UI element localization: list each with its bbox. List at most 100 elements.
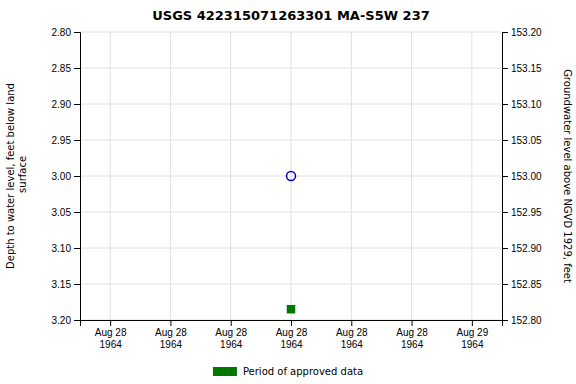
tick-mark bbox=[502, 32, 508, 33]
tick-label: Aug 281964 bbox=[155, 327, 187, 350]
grid-line-y bbox=[80, 32, 502, 33]
chart: Aug 281964 Aug 281964 Aug 281964 Aug 281964… bbox=[0, 0, 576, 384]
tick: 3.20 bbox=[52, 315, 80, 326]
tick: 153.10 bbox=[502, 99, 542, 110]
grid-line-y bbox=[80, 68, 502, 69]
legend-label: Period of approved data bbox=[243, 366, 363, 377]
tick: 152.95 bbox=[502, 207, 542, 218]
tick-mark bbox=[502, 104, 508, 105]
tick-label: 153.10 bbox=[511, 99, 542, 110]
tick-label: Aug 281964 bbox=[276, 327, 308, 350]
tick-label: Aug 281964 bbox=[95, 327, 127, 350]
legend-swatch bbox=[213, 367, 237, 376]
tick-mark bbox=[412, 320, 413, 326]
tick-mark bbox=[74, 284, 80, 285]
tick-mark bbox=[291, 320, 292, 326]
tick-mark bbox=[472, 320, 473, 326]
tick: Aug 281964 bbox=[336, 320, 368, 350]
tick-label: 3.20 bbox=[52, 315, 72, 326]
tick-mark bbox=[502, 212, 508, 213]
tick: 2.95 bbox=[52, 135, 80, 146]
tick-mark bbox=[74, 176, 80, 177]
tick-label: 3.00 bbox=[52, 171, 72, 182]
tick-mark bbox=[74, 248, 80, 249]
tick: 3.05 bbox=[52, 207, 80, 218]
tick: 3.00 bbox=[52, 171, 80, 182]
tick: Aug 281964 bbox=[155, 320, 187, 350]
tick-label: 152.85 bbox=[511, 279, 542, 290]
tick-mark bbox=[74, 212, 80, 213]
tick-mark bbox=[231, 320, 232, 326]
point bbox=[288, 306, 295, 313]
tick-mark bbox=[74, 104, 80, 105]
tick-mark bbox=[110, 320, 111, 326]
grid-line-y bbox=[80, 212, 502, 213]
tick-label: 152.95 bbox=[511, 207, 542, 218]
axis-line bbox=[81, 321, 503, 327]
tick: 152.85 bbox=[502, 279, 542, 290]
tick-label: 153.00 bbox=[511, 171, 542, 182]
plot: Aug 281964 Aug 281964 Aug 281964 Aug 281964… bbox=[52, 27, 542, 350]
tick: Aug 281964 bbox=[215, 320, 247, 350]
tick-label: 3.10 bbox=[52, 243, 72, 254]
title: USGS 422315071263301 MA-S5W 237 bbox=[152, 8, 430, 23]
point bbox=[287, 172, 296, 181]
grid-line-y bbox=[80, 140, 502, 141]
tick: Aug 291964 bbox=[457, 320, 489, 350]
grid-line-y bbox=[80, 248, 502, 249]
y-axis-title: Depth to water level, feet below land su… bbox=[5, 83, 28, 269]
tick-label: 153.15 bbox=[511, 63, 542, 74]
tick-label: 153.05 bbox=[511, 135, 542, 146]
tick-label: 153.20 bbox=[511, 27, 542, 38]
tick-label: Aug 281964 bbox=[336, 327, 368, 350]
tick: 2.85 bbox=[52, 63, 80, 74]
x-axis: Aug 281964 Aug 281964 Aug 281964 Aug 281964… bbox=[81, 320, 503, 350]
tick-mark bbox=[502, 284, 508, 285]
tick: 152.80 bbox=[502, 315, 542, 326]
grid-line-y bbox=[80, 284, 502, 285]
tick: 2.90 bbox=[52, 99, 80, 110]
tick-label: 2.95 bbox=[52, 135, 72, 146]
y-axis: 2.80 2.85 2.90 2.95 3.00 3.05 3.10 3.15 3.20 bbox=[52, 27, 81, 326]
tick: 153.05 bbox=[502, 135, 542, 146]
tick-mark bbox=[502, 68, 508, 69]
marks bbox=[287, 172, 296, 313]
tick-label: 3.05 bbox=[52, 207, 72, 218]
y2-axis: 152.80 152.85 152.90 152.95 153.00 153.05 153.… bbox=[502, 27, 542, 326]
tick: Aug 281964 bbox=[95, 320, 127, 350]
tick: 153.20 bbox=[502, 27, 542, 38]
tick-label: 2.80 bbox=[52, 27, 72, 38]
tick-mark bbox=[170, 320, 171, 326]
tick-mark bbox=[502, 176, 508, 177]
tick-mark bbox=[74, 68, 80, 69]
legend: Period of approved data bbox=[213, 366, 363, 377]
tick-label: 2.90 bbox=[52, 99, 72, 110]
tick-label: Aug 281964 bbox=[215, 327, 247, 350]
tick-label: Aug 291964 bbox=[457, 327, 489, 350]
tick-mark bbox=[74, 320, 80, 321]
grid-line-y bbox=[80, 104, 502, 105]
tick-mark bbox=[502, 140, 508, 141]
y2-axis-title: Groundwater level above NGVD 1929, feet bbox=[562, 69, 573, 283]
tick-label: 2.85 bbox=[52, 63, 72, 74]
tick-mark bbox=[502, 248, 508, 249]
tick: 3.15 bbox=[52, 279, 80, 290]
tick-label: 152.90 bbox=[511, 243, 542, 254]
grid-line-y bbox=[80, 176, 502, 177]
tick-mark bbox=[74, 140, 80, 141]
tick: 152.90 bbox=[502, 243, 542, 254]
tick-mark bbox=[502, 320, 508, 321]
tick-mark bbox=[351, 320, 352, 326]
tick-label: 3.15 bbox=[52, 279, 72, 290]
tick: 153.00 bbox=[502, 171, 542, 182]
axis-line bbox=[503, 33, 509, 321]
legend-item: Period of approved data bbox=[213, 366, 363, 377]
tick: Aug 281964 bbox=[396, 320, 428, 350]
tick: 2.80 bbox=[52, 27, 80, 38]
tick: 153.15 bbox=[502, 63, 542, 74]
tick-mark bbox=[74, 32, 80, 33]
axis-line bbox=[74, 33, 81, 321]
tick-label: 152.80 bbox=[511, 315, 542, 326]
tick: Aug 281964 bbox=[276, 320, 308, 350]
tick: 3.10 bbox=[52, 243, 80, 254]
